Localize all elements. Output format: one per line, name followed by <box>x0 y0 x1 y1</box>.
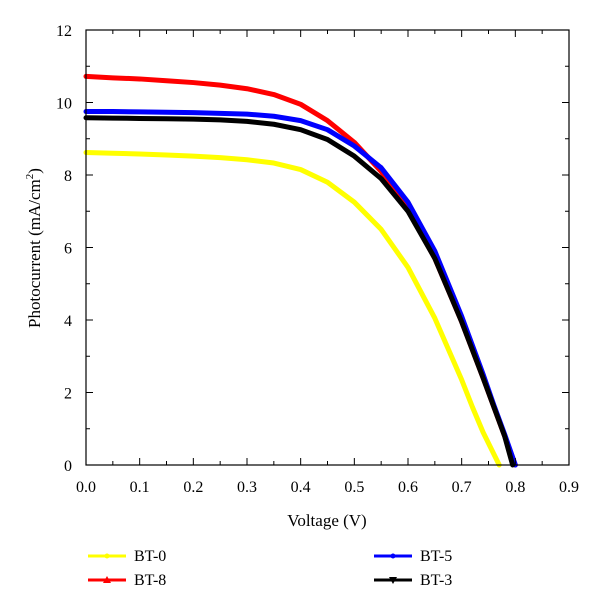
plot-frame <box>85 29 570 466</box>
legend-label: BT-3 <box>420 572 452 589</box>
x-tick-label: 0.6 <box>398 479 418 496</box>
y-tick-label: 12 <box>56 23 72 40</box>
x-tick-label: 0.0 <box>76 479 96 496</box>
x-tick-label: 0.2 <box>183 479 203 496</box>
y-tick-label: 0 <box>64 458 72 475</box>
x-tick-label: 0.7 <box>452 479 472 496</box>
legend-item-bt-3: BT-3 <box>374 572 452 589</box>
legend-label: BT-5 <box>420 548 452 565</box>
legend-marker-circle <box>104 553 110 559</box>
legend-label: BT-8 <box>134 572 166 589</box>
x-axis-title: Voltage (V) <box>287 511 366 530</box>
y-tick-label: 4 <box>64 313 72 330</box>
y-tick-label: 2 <box>64 386 72 403</box>
y-tick-labels: 0 2 4 6 8 10 12 <box>56 23 72 475</box>
y-tick-label: 8 <box>64 168 72 185</box>
x-tick-label: 0.3 <box>237 479 257 496</box>
x-tick-label: 0.9 <box>559 479 579 496</box>
legend: BT-0 BT-5 BT-8 BT-3 <box>88 548 452 589</box>
legend-item-bt-0: BT-0 <box>88 548 166 565</box>
series-line-bt-3 <box>83 115 516 468</box>
x-tick-label: 0.8 <box>505 479 525 496</box>
axis-ticks <box>85 29 570 466</box>
legend-marker-circle <box>390 553 396 559</box>
y-axis-title: Photocurrent (mA/cm2) <box>24 168 44 328</box>
x-tick-label: 0.4 <box>291 479 311 496</box>
legend-marker-triangle <box>389 577 397 584</box>
legend-item-bt-5: BT-5 <box>374 548 452 565</box>
y-tick-label: 6 <box>64 241 72 258</box>
x-tick-label: 0.5 <box>344 479 364 496</box>
x-tick-labels: 0.0 0.1 0.2 0.3 0.4 0.5 0.6 0.7 0.8 0.9 <box>76 479 579 496</box>
series-line-bt-5 <box>83 109 518 468</box>
legend-label: BT-0 <box>134 548 166 565</box>
x-tick-label: 0.1 <box>130 479 150 496</box>
legend-marker-triangle <box>103 576 111 583</box>
series-line-bt-8 <box>83 73 518 468</box>
legend-item-bt-8: BT-8 <box>88 572 166 589</box>
series-lines <box>83 73 518 468</box>
y-tick-label: 10 <box>56 96 72 113</box>
series-line-bt-0 <box>83 150 502 468</box>
